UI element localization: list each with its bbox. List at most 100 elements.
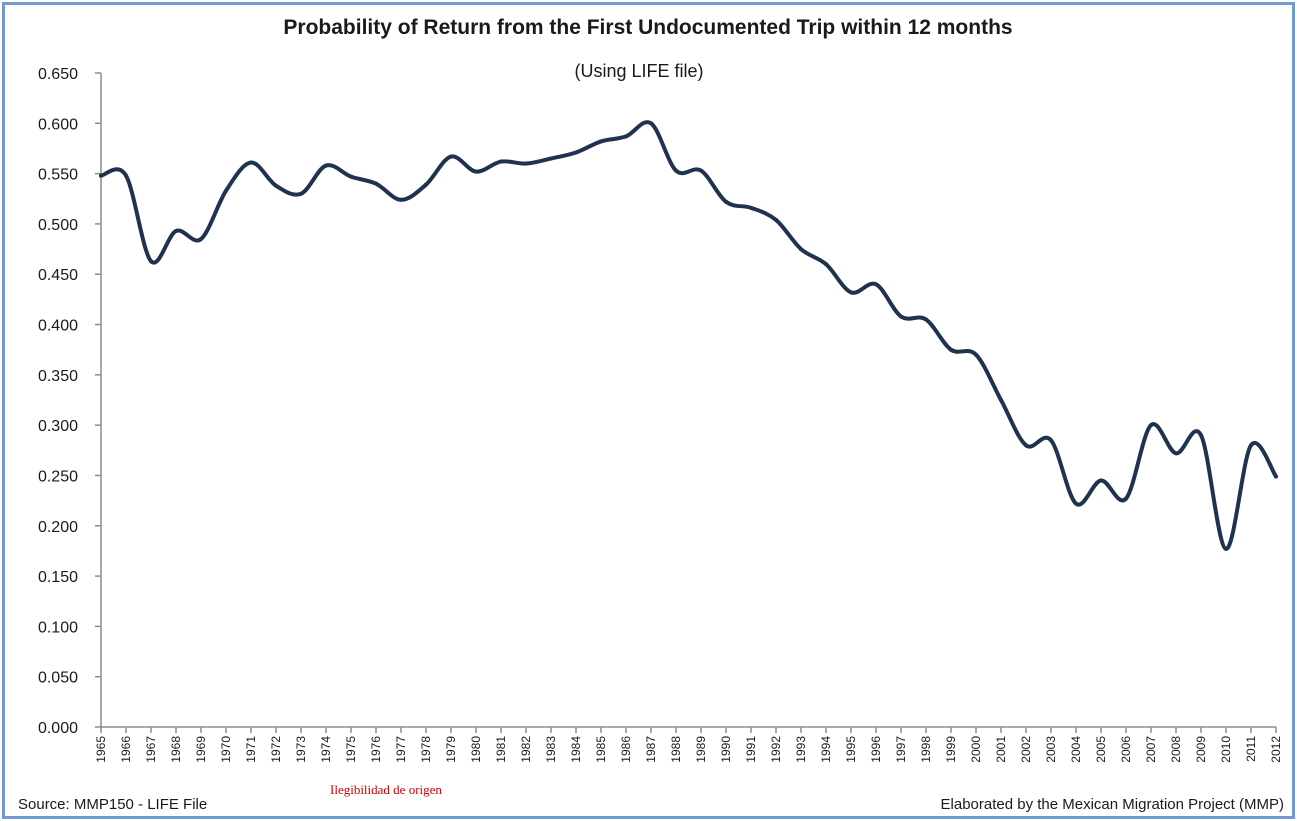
x-tick-label: 2000 — [969, 736, 983, 763]
y-axis: 0.000 0.050 0.100 0.150 0.200 0.250 0.300 0.350… — [38, 66, 102, 737]
x-tick-label: 1966 — [119, 736, 133, 763]
x-tick-label: 2004 — [1069, 736, 1083, 763]
x-axis: 1965 1966 1967 1968 1969 1970 1971 1972 1973 1974… — [94, 726, 1283, 763]
x-tick-label: 1991 — [744, 736, 758, 763]
y-tick-label: 0.300 — [38, 418, 78, 435]
data-point-2007 — [1149, 423, 1153, 428]
data-point-1992 — [774, 217, 778, 222]
x-tick-label: 1998 — [919, 736, 933, 763]
x-tick-label: 1969 — [194, 736, 208, 763]
data-point-1984 — [574, 150, 578, 155]
data-point-2011 — [1249, 443, 1253, 448]
data-point-2006 — [1124, 496, 1128, 501]
data-point-2002 — [1024, 443, 1028, 448]
credit-note: Elaborated by the Mexican Migration Proj… — [941, 796, 1284, 813]
x-tick-label: 2011 — [1244, 736, 1258, 762]
x-tick-label: 1978 — [419, 736, 433, 763]
y-tick-label: 0.250 — [38, 468, 78, 485]
data-point-1975 — [349, 174, 353, 179]
chart-subtitle: (Using LIFE file) — [574, 61, 703, 81]
data-point-1993 — [799, 247, 803, 252]
x-tick-label: 1992 — [769, 736, 783, 763]
x-tick-label: 1993 — [794, 736, 808, 763]
y-tick-label: 0.600 — [38, 116, 78, 133]
y-tick-label: 0.200 — [38, 519, 78, 536]
x-tick-label: 2012 — [1269, 736, 1283, 763]
data-point-1999 — [949, 347, 953, 352]
data-point-1966 — [124, 173, 128, 178]
x-tick-label: 1974 — [319, 736, 333, 763]
y-tick-label: 0.350 — [38, 368, 78, 385]
data-point-1977 — [399, 197, 403, 202]
source-note: Source: MMP150 - LIFE File — [18, 796, 207, 813]
data-point-2003 — [1049, 438, 1053, 443]
data-point-2009 — [1199, 433, 1203, 438]
x-tick-label: 2003 — [1044, 736, 1058, 763]
data-point-2008 — [1174, 451, 1178, 456]
y-tick-label: 0.400 — [38, 318, 78, 335]
data-point-2004 — [1074, 501, 1078, 506]
x-tick-label: 2001 — [994, 736, 1008, 763]
series-layer — [99, 120, 1278, 551]
x-tick-label: 1968 — [169, 736, 183, 763]
x-tick-label: 1973 — [294, 736, 308, 763]
data-point-1972 — [274, 183, 278, 188]
x-tick-label: 1988 — [669, 736, 683, 763]
data-point-1979 — [449, 154, 453, 159]
data-point-1969 — [199, 237, 203, 242]
x-tick-label: 1975 — [344, 736, 358, 763]
y-tick-label: 0.000 — [38, 720, 78, 737]
y-tick-label: 0.450 — [38, 267, 78, 284]
legibility-note: Ilegibilidad de origen — [330, 782, 442, 797]
data-point-1965 — [99, 173, 103, 178]
data-point-1996 — [874, 282, 878, 287]
x-tick-label: 1984 — [569, 736, 583, 763]
data-point-1991 — [749, 205, 753, 210]
data-point-1987 — [649, 121, 653, 126]
x-tick-label: 2002 — [1019, 736, 1033, 763]
y-tick-label: 0.150 — [38, 569, 78, 586]
x-tick-label: 2008 — [1169, 736, 1183, 763]
data-point-1978 — [424, 182, 428, 187]
x-tick-label: 2005 — [1094, 736, 1108, 763]
data-point-1971 — [249, 160, 253, 165]
data-point-1974 — [324, 163, 328, 168]
y-tick-label: 0.550 — [38, 167, 78, 184]
x-tick-label: 1971 — [244, 736, 258, 763]
x-tick-label: 1997 — [894, 736, 908, 763]
data-point-1981 — [499, 159, 503, 164]
x-tick-label: 2006 — [1119, 736, 1133, 763]
x-tick-label: 1986 — [619, 736, 633, 763]
x-tick-label: 1967 — [144, 736, 158, 763]
data-point-1988 — [674, 168, 678, 173]
x-tick-label: 1972 — [269, 736, 283, 763]
x-tick-label: 2009 — [1194, 736, 1208, 763]
y-tick-label: 0.650 — [38, 66, 78, 83]
x-tick-label: 1983 — [544, 736, 558, 763]
data-point-2000 — [974, 352, 978, 357]
x-tick-label: 1982 — [519, 736, 533, 763]
data-point-1995 — [849, 290, 853, 295]
x-tick-label: 1995 — [844, 736, 858, 763]
y-tick-label: 0.100 — [38, 619, 78, 636]
x-tick-label: 1980 — [469, 736, 483, 763]
x-tick-label: 1985 — [594, 736, 608, 763]
x-tick-label: 1976 — [369, 736, 383, 763]
data-point-1973 — [299, 191, 303, 196]
data-point-1968 — [174, 228, 178, 233]
data-point-1989 — [699, 168, 703, 173]
x-tick-label: 1987 — [644, 736, 658, 763]
data-point-2010 — [1224, 546, 1228, 551]
x-tick-label: 2010 — [1219, 736, 1233, 763]
data-point-1980 — [474, 169, 478, 174]
data-point-1994 — [824, 262, 828, 267]
x-tick-label: 1970 — [219, 736, 233, 763]
data-point-1976 — [374, 181, 378, 186]
data-point-1982 — [524, 161, 528, 166]
data-point-1990 — [724, 199, 728, 204]
chart-title: Probability of Return from the First Und… — [283, 16, 1012, 39]
data-point-1983 — [549, 156, 553, 161]
data-point-1985 — [599, 139, 603, 144]
